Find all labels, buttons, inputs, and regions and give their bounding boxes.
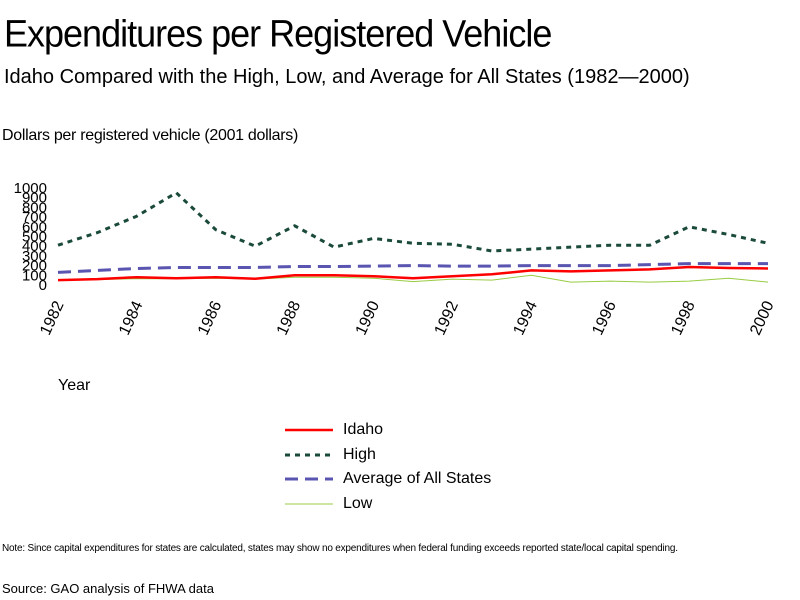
legend-swatch-average xyxy=(285,477,333,481)
y-tick-label: 500 xyxy=(22,229,47,246)
x-tick-label: 2000 xyxy=(747,298,777,338)
legend-label-average: Average of All States xyxy=(343,470,492,488)
source-note: Source: GAO analysis of FHWA data xyxy=(2,581,214,596)
y-tick-label: 100 xyxy=(22,267,47,284)
legend-swatch-low xyxy=(285,503,333,505)
legend-swatch-idaho xyxy=(285,429,333,432)
y-tick-label: 900 xyxy=(22,190,47,207)
chart-title: Expenditures per Registered Vehicle xyxy=(4,12,552,56)
chart-subtitle: Idaho Compared with the High, Low, and A… xyxy=(4,66,690,88)
y-tick-label: 600 xyxy=(22,219,47,236)
legend-label-idaho: Idaho xyxy=(343,421,384,439)
x-tick-label: 1994 xyxy=(511,298,541,338)
legend-label-high: High xyxy=(343,445,376,463)
y-axis-label: Dollars per registered vehicle (2001 dol… xyxy=(2,127,298,144)
y-tick-label: 400 xyxy=(22,238,47,255)
x-tick-label: 1996 xyxy=(589,298,619,338)
series-line-average-of-all-states xyxy=(57,262,768,274)
legend-label-low: Low xyxy=(343,494,373,512)
x-tick-label: 1984 xyxy=(116,298,146,338)
y-tick-label: 200 xyxy=(22,258,47,275)
legend-item-idaho: Idaho xyxy=(285,418,491,443)
y-tick-label: 800 xyxy=(22,199,47,216)
legend: Idaho High Average of All States Low xyxy=(285,418,491,516)
footnote: Note: Since capital expenditures for sta… xyxy=(2,543,678,554)
x-tick-labels: 1982 1984 1986 1988 1990 1992 1994 1996 1998 2000 xyxy=(37,298,777,338)
legend-item-average: Average of All States xyxy=(285,467,491,492)
y-tick-label: 300 xyxy=(22,248,47,265)
y-tick-label: 1000 xyxy=(14,180,47,197)
series-lines xyxy=(57,190,769,283)
y-tick-label: 0 xyxy=(39,277,47,294)
legend-item-low: Low xyxy=(285,492,491,517)
x-tick-label: 1988 xyxy=(274,298,304,338)
x-tick-label: 1986 xyxy=(195,298,225,338)
legend-item-high: High xyxy=(285,443,491,468)
x-tick-label: 1990 xyxy=(353,298,383,338)
x-tick-label: 1982 xyxy=(37,298,67,338)
series-line-high xyxy=(57,190,769,253)
legend-swatch-high xyxy=(285,453,333,457)
x-tick-label: 1998 xyxy=(668,298,698,338)
series-line-idaho xyxy=(57,265,769,282)
y-tick-label: 700 xyxy=(22,209,47,226)
x-tick-label: 1992 xyxy=(432,298,462,338)
x-axis-label: Year xyxy=(58,377,91,394)
